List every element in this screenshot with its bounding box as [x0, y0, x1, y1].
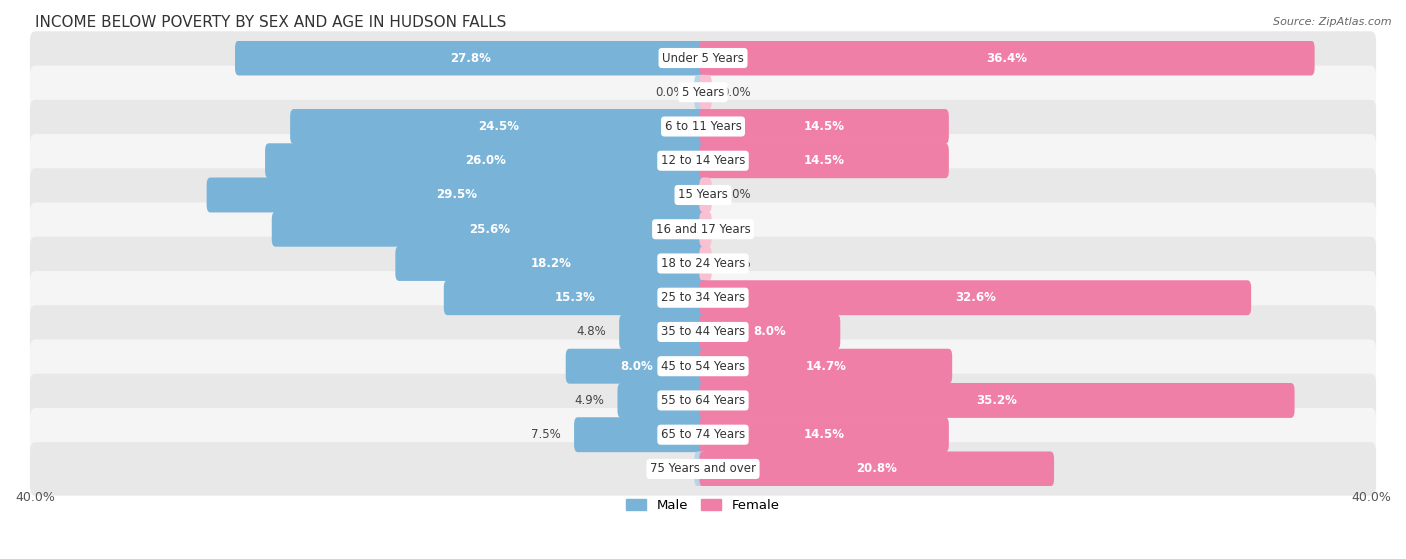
Text: Source: ZipAtlas.com: Source: ZipAtlas.com — [1274, 17, 1392, 27]
Text: 15 Years: 15 Years — [678, 188, 728, 201]
Text: 18.2%: 18.2% — [530, 257, 571, 270]
Text: 14.5%: 14.5% — [804, 120, 845, 133]
FancyBboxPatch shape — [30, 442, 1376, 496]
Text: 14.5%: 14.5% — [804, 154, 845, 167]
Text: 25 to 34 Years: 25 to 34 Years — [661, 291, 745, 304]
Text: 24.5%: 24.5% — [478, 120, 519, 133]
Text: 4.9%: 4.9% — [575, 394, 605, 407]
FancyBboxPatch shape — [395, 246, 707, 281]
FancyBboxPatch shape — [699, 349, 952, 383]
FancyBboxPatch shape — [266, 143, 707, 178]
FancyBboxPatch shape — [699, 383, 1295, 418]
FancyBboxPatch shape — [695, 75, 707, 110]
FancyBboxPatch shape — [30, 305, 1376, 359]
Text: 16 and 17 Years: 16 and 17 Years — [655, 222, 751, 236]
FancyBboxPatch shape — [30, 374, 1376, 427]
Text: 4.8%: 4.8% — [576, 325, 606, 338]
Text: 20.8%: 20.8% — [856, 462, 897, 476]
Text: 0.0%: 0.0% — [655, 86, 685, 99]
Text: 5 Years: 5 Years — [682, 86, 724, 99]
FancyBboxPatch shape — [574, 417, 707, 452]
Text: 35 to 44 Years: 35 to 44 Years — [661, 325, 745, 338]
FancyBboxPatch shape — [699, 315, 841, 349]
FancyBboxPatch shape — [699, 41, 1315, 75]
Text: 18 to 24 Years: 18 to 24 Years — [661, 257, 745, 270]
FancyBboxPatch shape — [30, 271, 1376, 324]
FancyBboxPatch shape — [699, 75, 711, 110]
Text: 15.3%: 15.3% — [555, 291, 596, 304]
Text: 8.0%: 8.0% — [620, 359, 652, 373]
FancyBboxPatch shape — [699, 178, 711, 212]
FancyBboxPatch shape — [30, 339, 1376, 393]
FancyBboxPatch shape — [271, 212, 707, 247]
Text: 6 to 11 Years: 6 to 11 Years — [665, 120, 741, 133]
Text: 75 Years and over: 75 Years and over — [650, 462, 756, 476]
Text: 7.5%: 7.5% — [531, 428, 561, 441]
FancyBboxPatch shape — [699, 212, 711, 247]
Text: 0.0%: 0.0% — [721, 222, 751, 236]
Text: 35.2%: 35.2% — [977, 394, 1018, 407]
Text: 14.5%: 14.5% — [804, 428, 845, 441]
FancyBboxPatch shape — [699, 280, 1251, 315]
FancyBboxPatch shape — [565, 349, 707, 383]
Text: 55 to 64 Years: 55 to 64 Years — [661, 394, 745, 407]
FancyBboxPatch shape — [699, 452, 1054, 486]
FancyBboxPatch shape — [235, 41, 707, 75]
FancyBboxPatch shape — [30, 100, 1376, 153]
Text: 0.0%: 0.0% — [721, 257, 751, 270]
Text: 12 to 14 Years: 12 to 14 Years — [661, 154, 745, 167]
Text: 32.6%: 32.6% — [955, 291, 995, 304]
Text: 8.0%: 8.0% — [754, 325, 786, 338]
FancyBboxPatch shape — [699, 143, 949, 178]
Text: 65 to 74 Years: 65 to 74 Years — [661, 428, 745, 441]
FancyBboxPatch shape — [30, 237, 1376, 290]
FancyBboxPatch shape — [30, 31, 1376, 85]
Text: 29.5%: 29.5% — [436, 188, 477, 201]
FancyBboxPatch shape — [619, 315, 707, 349]
FancyBboxPatch shape — [207, 178, 707, 212]
Text: 26.0%: 26.0% — [465, 154, 506, 167]
Text: 0.0%: 0.0% — [721, 188, 751, 201]
Text: INCOME BELOW POVERTY BY SEX AND AGE IN HUDSON FALLS: INCOME BELOW POVERTY BY SEX AND AGE IN H… — [35, 15, 506, 30]
FancyBboxPatch shape — [30, 65, 1376, 119]
Text: 14.7%: 14.7% — [806, 359, 846, 373]
Text: 27.8%: 27.8% — [450, 51, 491, 64]
FancyBboxPatch shape — [699, 246, 711, 281]
FancyBboxPatch shape — [444, 280, 707, 315]
FancyBboxPatch shape — [30, 168, 1376, 222]
FancyBboxPatch shape — [617, 383, 707, 418]
FancyBboxPatch shape — [699, 109, 949, 144]
FancyBboxPatch shape — [30, 202, 1376, 256]
Text: 25.6%: 25.6% — [468, 222, 510, 236]
FancyBboxPatch shape — [30, 134, 1376, 187]
FancyBboxPatch shape — [695, 452, 707, 486]
FancyBboxPatch shape — [699, 417, 949, 452]
Text: 0.0%: 0.0% — [721, 86, 751, 99]
FancyBboxPatch shape — [30, 408, 1376, 461]
Text: 36.4%: 36.4% — [987, 51, 1028, 64]
Legend: Male, Female: Male, Female — [621, 494, 785, 517]
Text: 0.0%: 0.0% — [655, 462, 685, 476]
FancyBboxPatch shape — [290, 109, 707, 144]
Text: Under 5 Years: Under 5 Years — [662, 51, 744, 64]
Text: 45 to 54 Years: 45 to 54 Years — [661, 359, 745, 373]
